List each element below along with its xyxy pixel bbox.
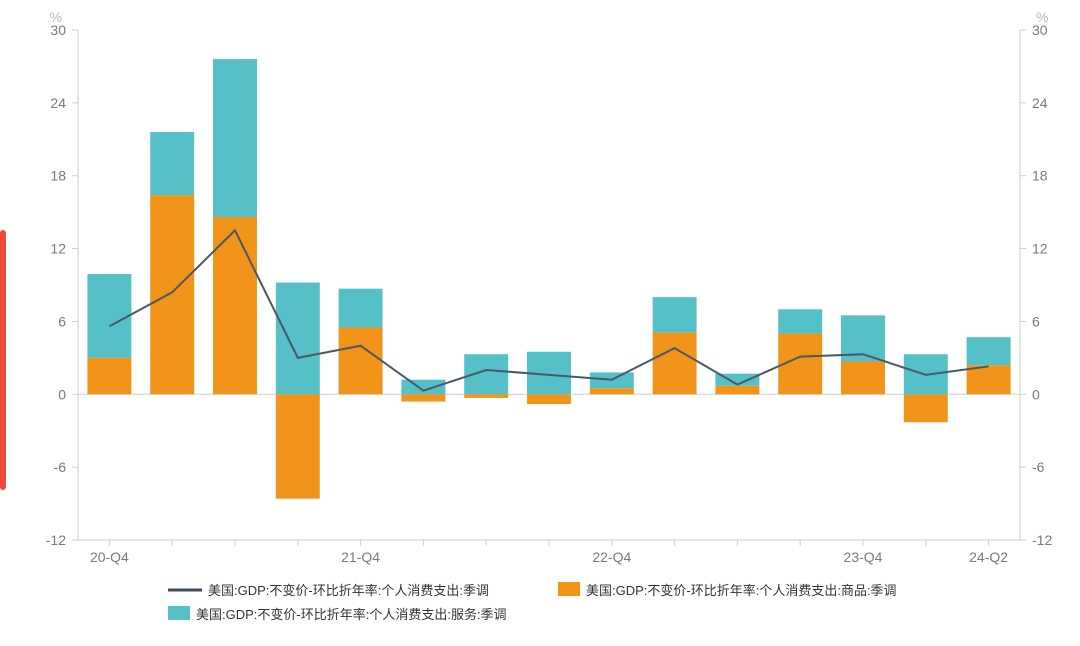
bar-goods — [150, 195, 194, 394]
y-tick-left: 0 — [58, 386, 66, 402]
bar-goods — [527, 394, 571, 404]
bar-goods — [401, 394, 445, 401]
bar-goods — [967, 365, 1011, 394]
x-tick-label: 20-Q4 — [90, 549, 129, 565]
y-tick-left: 24 — [50, 95, 66, 111]
x-tick-label: 22-Q4 — [592, 549, 631, 565]
bar-goods — [213, 217, 257, 394]
bar-goods — [841, 362, 885, 395]
bar-goods — [590, 388, 634, 394]
bar-goods — [276, 394, 320, 498]
bar-goods — [464, 394, 508, 398]
y-tick-right: 24 — [1032, 95, 1048, 111]
bar-goods — [87, 358, 131, 394]
y-tick-right: 12 — [1032, 241, 1048, 257]
y-label-left: % — [50, 9, 62, 25]
bar-services — [401, 380, 445, 395]
y-tick-right: -12 — [1032, 532, 1052, 548]
bar-services — [87, 274, 131, 358]
consumption-chart: -12-12-6-600661212181824243030%%20-Q421-… — [0, 0, 1080, 646]
x-tick-label: 23-Q4 — [844, 549, 883, 565]
legend-swatch-services — [168, 606, 190, 620]
bar-services — [967, 337, 1011, 365]
y-tick-left: 12 — [50, 241, 66, 257]
y-label-right: % — [1036, 9, 1048, 25]
bar-services — [276, 283, 320, 395]
bar-services — [778, 309, 822, 333]
y-tick-left: -12 — [46, 532, 66, 548]
y-tick-left: 18 — [50, 168, 66, 184]
left-edge-marker — [0, 230, 6, 490]
x-tick-label: 21-Q4 — [341, 549, 380, 565]
bar-services — [339, 289, 383, 328]
bar-goods — [715, 386, 759, 395]
y-tick-right: -6 — [1032, 459, 1045, 475]
bar-services — [213, 59, 257, 217]
y-tick-left: -6 — [54, 459, 67, 475]
y-tick-right: 18 — [1032, 168, 1048, 184]
legend-label-services: 美国:GDP:不变价-环比折年率:个人消费支出:服务:季调 — [196, 607, 507, 622]
y-tick-right: 6 — [1032, 313, 1040, 329]
y-tick-left: 6 — [58, 313, 66, 329]
legend-label-goods: 美国:GDP:不变价-环比折年率:个人消费支出:商品:季调 — [586, 583, 897, 598]
legend-label-total: 美国:GDP:不变价-环比折年率:个人消费支出:季调 — [208, 583, 489, 598]
legend-swatch-goods — [558, 582, 580, 596]
bar-services — [653, 297, 697, 332]
x-tick-label: 24-Q2 — [969, 549, 1008, 565]
y-tick-right: 0 — [1032, 386, 1040, 402]
bar-services — [150, 132, 194, 195]
bar-goods — [653, 332, 697, 394]
bar-goods — [904, 394, 948, 422]
bar-goods — [339, 328, 383, 395]
